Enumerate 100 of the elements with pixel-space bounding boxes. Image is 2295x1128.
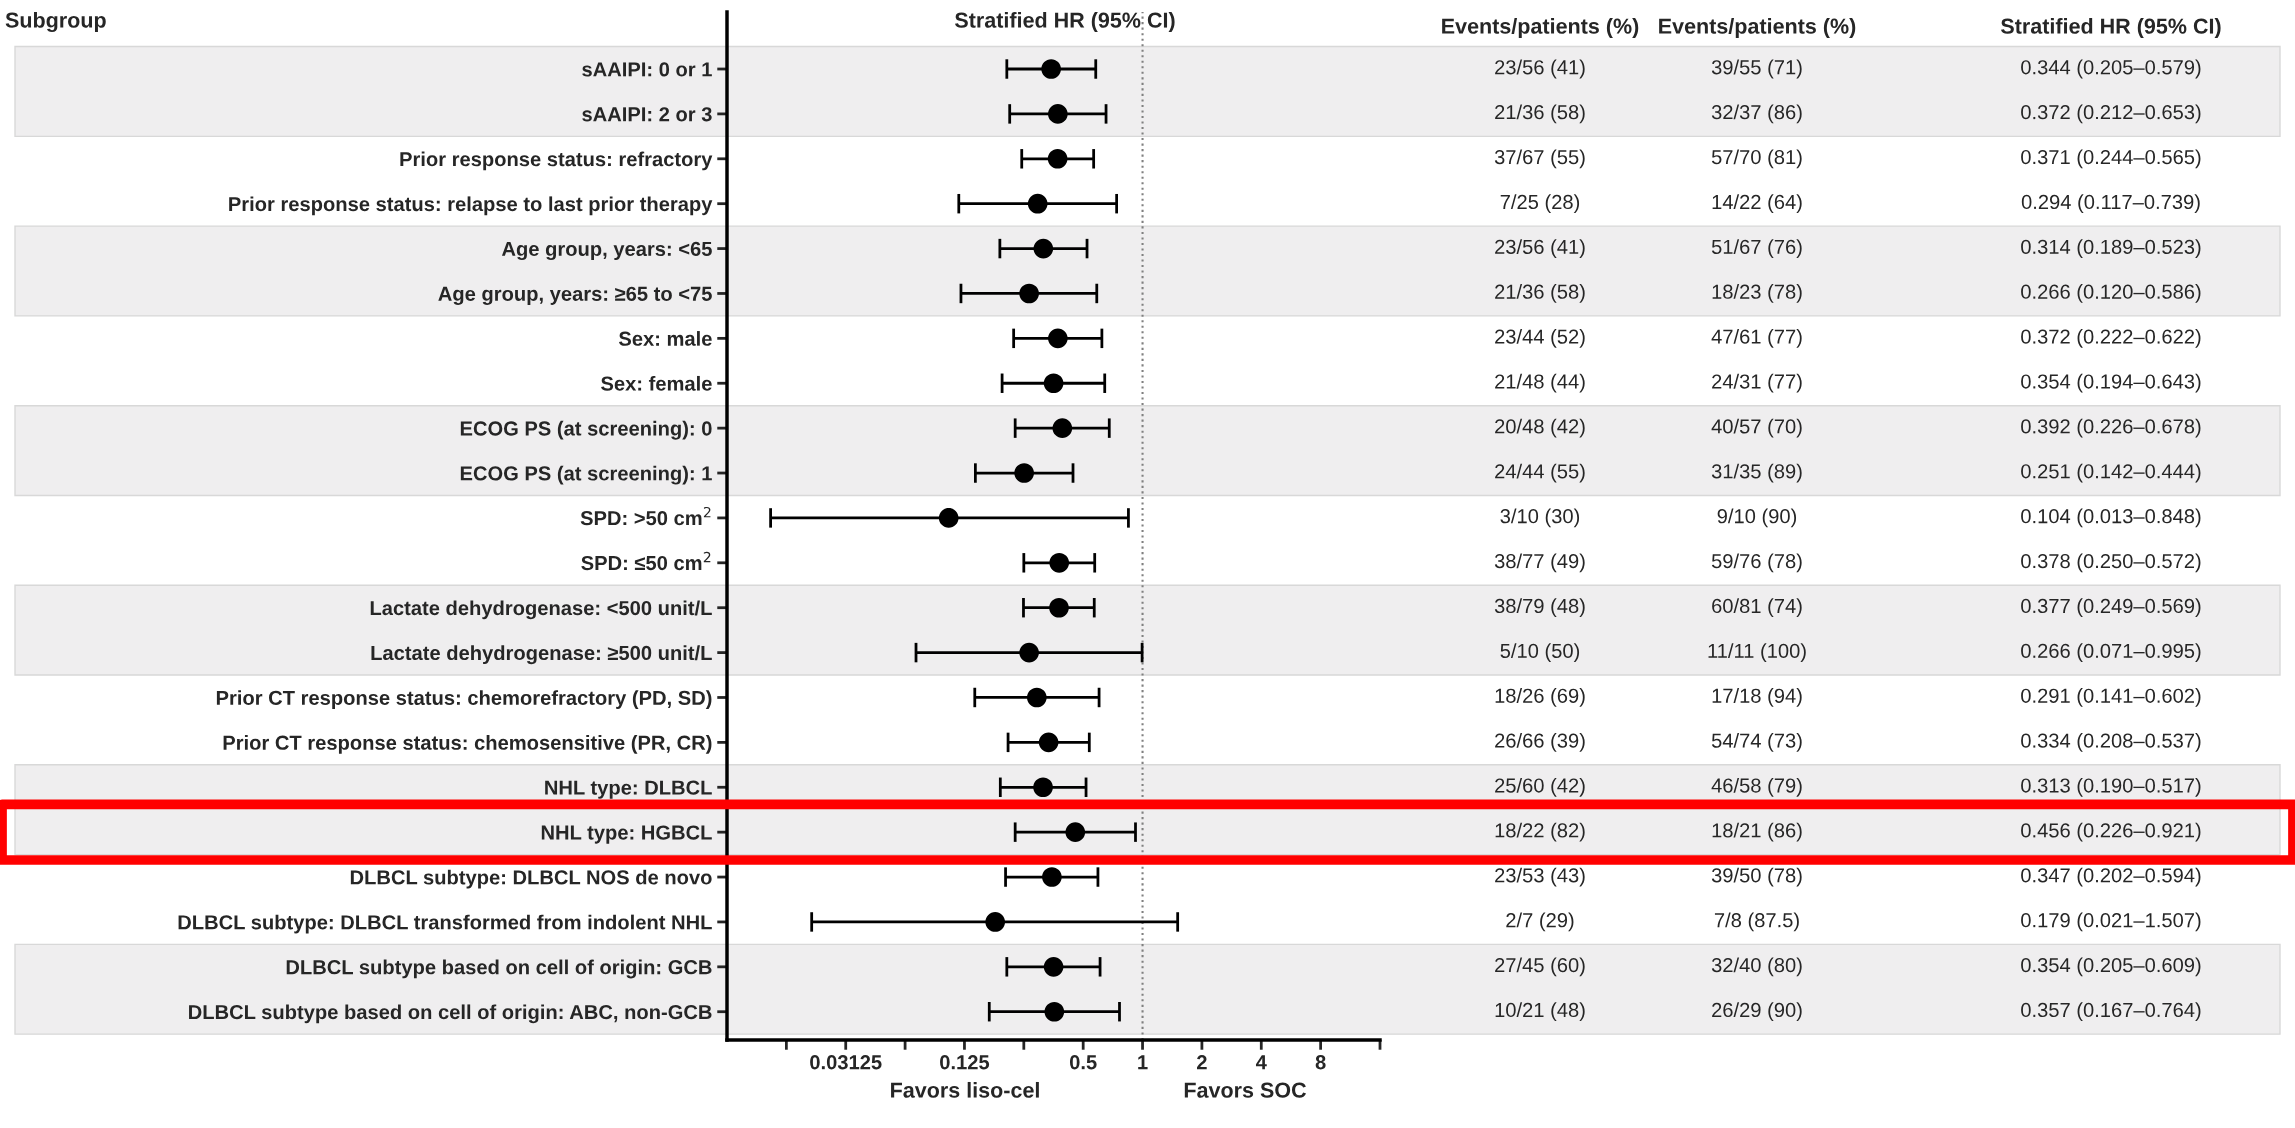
- data-label: 0.294 (0.117–0.739): [2021, 194, 2200, 214]
- text: 31/35 (89): [1711, 463, 1802, 483]
- data-label: 0.378 (0.250–0.572): [2021, 553, 2201, 573]
- y-tick-label: DLBCL subtype based on cell of origin: ABC, non-GCB: [189, 1004, 712, 1024]
- data-label: 0.344 (0.205–0.579): [2021, 59, 2201, 79]
- text: 26/66 (39): [1495, 732, 1585, 752]
- data-label: 0.357 (0.167–0.764): [2021, 1002, 2201, 1022]
- text: 2/7 (29): [1506, 912, 1574, 932]
- x-tick-label: 0.03125: [810, 1055, 882, 1070]
- point: [1049, 597, 1069, 618]
- point: [1047, 148, 1068, 169]
- text: 59/76 (78): [1711, 553, 1802, 573]
- y-axis-title: Subgroup: [5, 11, 106, 33]
- text: 32/40 (80): [1711, 957, 1802, 977]
- y-tick-label: DLBCL subtype: DLBCL NOS de novo: [350, 869, 712, 889]
- data-label: 0.104 (0.013–0.848): [2021, 508, 2201, 528]
- text: Stratified HR (95% CI): [2000, 17, 2221, 39]
- data-label: 0.372 (0.212–0.653): [2021, 104, 2201, 124]
- data-label: 0.291 (0.141–0.602): [2021, 688, 2201, 707]
- text: 17/18 (94): [1712, 688, 1802, 707]
- y-tick-label: ECOG PS (at screening): 0: [460, 420, 712, 440]
- data-label: 0.354 (0.194–0.643): [2021, 373, 2201, 393]
- text: 54/74 (73): [1711, 732, 1802, 752]
- y-tick-label: Lactate dehydrogenase: <500 unit/L: [370, 600, 712, 620]
- point: [1027, 193, 1048, 214]
- text: 18/22 (82): [1495, 822, 1585, 842]
- text: 7/8 (87.5): [1714, 912, 1799, 932]
- text: 7/25 (28): [1500, 194, 1580, 214]
- text: 47/61 (77): [1711, 328, 1802, 348]
- text: 40/57 (70): [1711, 418, 1802, 438]
- text: 37/67 (55): [1494, 149, 1585, 169]
- y-tick-label: NHL type: HGBCL: [541, 825, 712, 844]
- text: 38/77 (49): [1494, 553, 1585, 573]
- text: Favors liso-cel: [891, 1081, 1039, 1098]
- x-tick-label: 0.5: [1069, 1055, 1097, 1070]
- text: 9/10 (90): [1717, 508, 1797, 528]
- text: 14/22 (64): [1712, 194, 1802, 214]
- point: [1043, 373, 1064, 394]
- y-tick-label: Prior response status: refractory: [400, 151, 713, 171]
- y-tick-label: Sex: female: [601, 375, 712, 391]
- y-tick-label: Age group, years: ≥65 to <75: [438, 286, 712, 305]
- x-tick-label: 4: [1255, 1055, 1267, 1070]
- point: [1044, 1001, 1065, 1022]
- text: 23/56 (41): [1495, 59, 1585, 79]
- y-tick-label: Prior CT response status: chemorefractory (PD, SD): [216, 690, 712, 709]
- point: [1041, 59, 1061, 79]
- text: 5/10 (50): [1500, 643, 1580, 662]
- text: 25/60 (42): [1495, 777, 1585, 797]
- text: Favors SOC: [1184, 1082, 1307, 1098]
- data-label: 0.266 (0.120–0.586): [2021, 284, 2201, 303]
- y-tick-label: DLBCL subtype based on cell of origin: GCB: [286, 959, 712, 979]
- text: 23/56 (41): [1495, 239, 1585, 258]
- point: [1042, 867, 1062, 887]
- y-tick-label: ECOG PS (at screening): 1: [460, 465, 712, 485]
- data-label: 0.371 (0.244–0.565): [2021, 149, 2201, 169]
- point: [1052, 418, 1073, 438]
- text: 23/53 (43): [1495, 867, 1585, 887]
- point: [1014, 463, 1034, 483]
- point: [1043, 957, 1064, 977]
- x-tick-label: 0.125: [940, 1055, 990, 1070]
- text: 20/48 (42): [1495, 418, 1585, 438]
- data-label: 0.251 (0.142–0.444): [2021, 463, 2201, 483]
- point: [1019, 283, 1039, 304]
- text: 60/81 (74): [1712, 598, 1802, 618]
- text: 21/48 (44): [1495, 373, 1585, 393]
- data-label: 0.266 (0.071–0.995): [2021, 643, 2201, 662]
- data-label: 0.347 (0.202–0.594): [2021, 867, 2201, 887]
- point: [1033, 238, 1054, 259]
- y-tick-label: Prior CT response status: chemosensitive (PR, CR): [223, 735, 712, 754]
- data-label: 0.354 (0.205–0.609): [2021, 957, 2201, 977]
- text: 27/45 (60): [1495, 957, 1585, 977]
- data-label: 0.456 (0.226–0.921): [2021, 822, 2201, 842]
- data-label: 0.334 (0.208–0.537): [2021, 732, 2201, 752]
- text: 24/44 (55): [1495, 463, 1585, 483]
- y-tick-label: sAAIPI: 2 or 3: [582, 107, 712, 122]
- text: 18/23 (78): [1712, 284, 1802, 303]
- x-tick-label: 2: [1197, 1055, 1207, 1070]
- y-tick-label: sAAIPI: 0 or 1: [582, 62, 712, 77]
- data-label: 0.392 (0.226–0.678): [2021, 418, 2201, 438]
- text: 39/50 (78): [1711, 867, 1802, 887]
- y-tick-label: Sex: male: [618, 331, 712, 346]
- y-tick-label: NHL type: DLBCL: [545, 780, 712, 799]
- text: 51/67 (76): [1711, 239, 1802, 258]
- text: 21/36 (58): [1495, 284, 1585, 303]
- text: 23/44 (52): [1495, 328, 1585, 348]
- point: [1019, 642, 1039, 663]
- point: [1048, 104, 1068, 124]
- x-tick-label: 8: [1315, 1055, 1326, 1070]
- y-tick-label: Age group, years: <65: [501, 241, 712, 261]
- text: 18/26 (69): [1495, 688, 1585, 707]
- y-tick-label: SPD: ≤50 cm$^{2}$: [581, 551, 711, 571]
- text: 26/29 (90): [1712, 1002, 1802, 1022]
- point: [1027, 687, 1047, 708]
- text: 3/10 (30): [1500, 508, 1580, 528]
- text: 39/55 (71): [1711, 59, 1802, 79]
- point: [1033, 777, 1053, 798]
- y-tick-label: DLBCL subtype: DLBCL transformed from indolent NHL: [178, 914, 712, 934]
- text: 11/11 (100): [1708, 643, 1806, 662]
- text: Events/patients (%): [1659, 17, 1856, 39]
- point: [1048, 328, 1068, 349]
